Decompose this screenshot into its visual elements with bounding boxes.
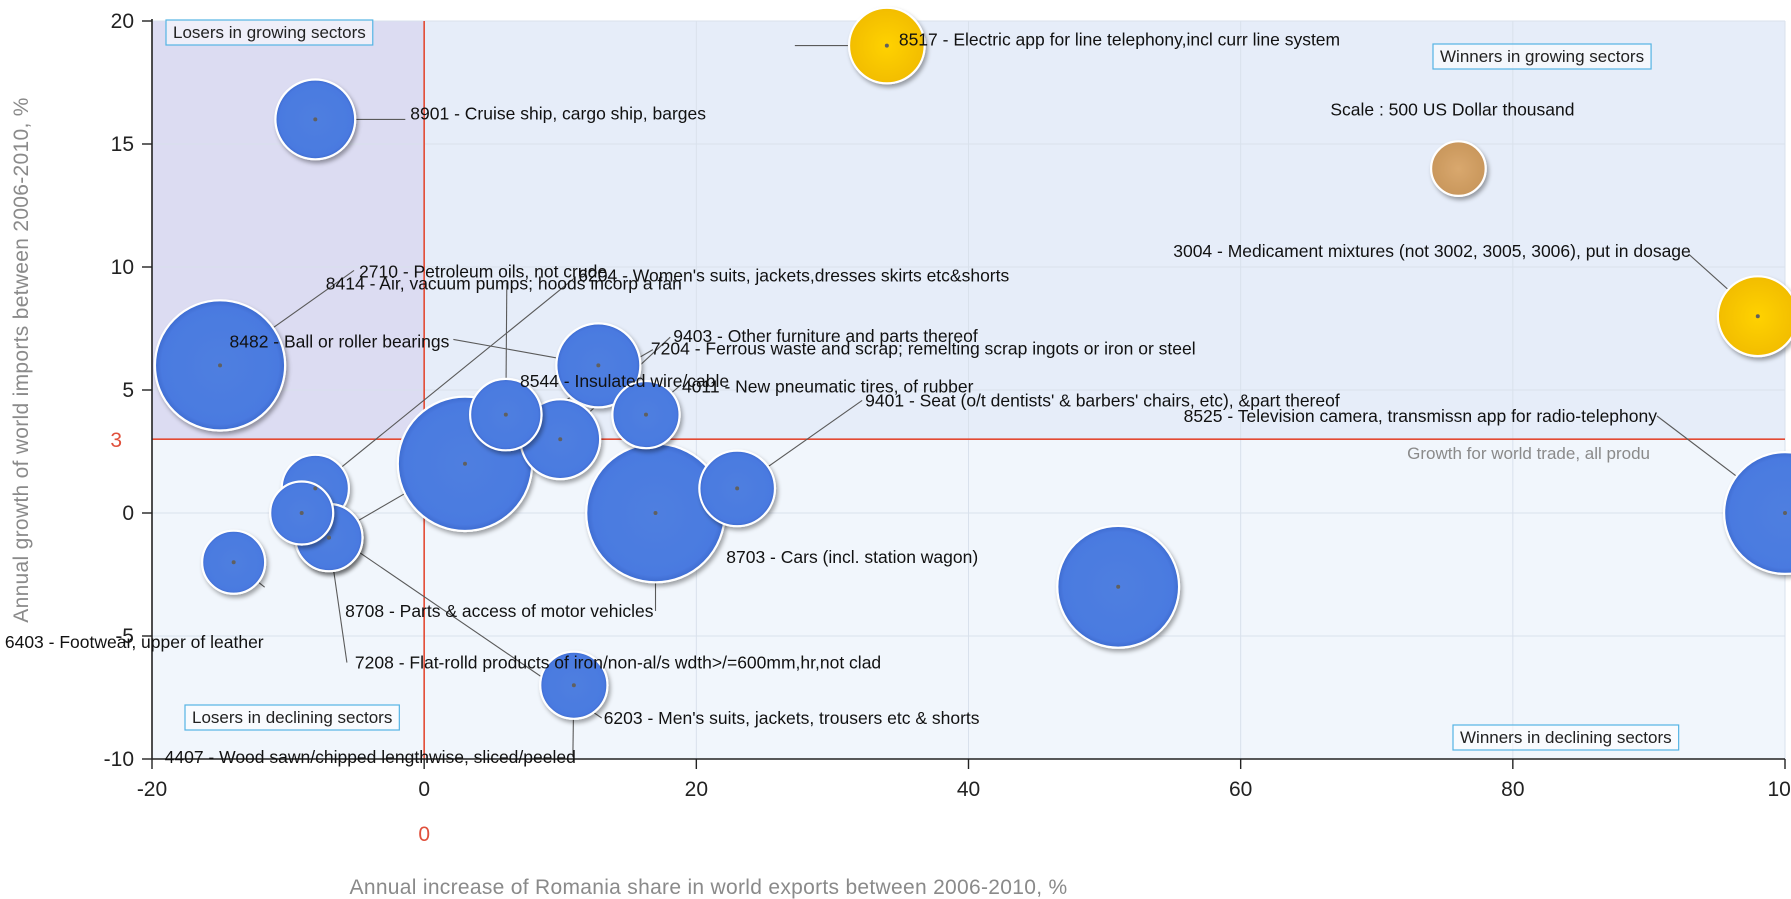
bubble-center-8517 [884, 43, 889, 48]
bubble-label-8482: 8482 - Ball or roller bearings [230, 331, 450, 351]
quadrant-label-box [1432, 43, 1652, 70]
bubble-center-4407 [571, 683, 576, 688]
bubble-label-4407: 4407 - Wood sawn/chipped lengthwise, sli… [165, 747, 576, 767]
x-tick-label: 100 [1767, 778, 1791, 801]
bubble-label-8517: 8517 - Electric app for line telephony,i… [899, 30, 1340, 50]
y-tick-label: -5 [115, 625, 134, 648]
quadrant-label-text: Winners in growing sectors [1440, 47, 1644, 66]
bubble-label-8525: 8525 - Television camera, transmissn app… [1184, 406, 1658, 426]
bubble-center-8703 [1116, 584, 1121, 589]
bubble-center-8544 [462, 461, 467, 466]
y-tick-label: -10 [104, 748, 134, 771]
x-axis-title: Annual increase of Romania share in worl… [350, 876, 1068, 899]
bubble-3004 [1716, 275, 1791, 358]
bubble-center-6204 [313, 486, 318, 491]
bubble-center-8901 [313, 117, 318, 122]
bubble-label-7204: 7204 - Ferrous waste and scrap; remeltin… [651, 339, 1196, 359]
bubble-label-6403: 6403 - Footwear, upper of leather [5, 632, 264, 652]
axes: 20 15 10 5 0 -5 -10-20 0 20 40 60 80 100 3 0 Annual inc… [10, 10, 1791, 899]
bubble-center-6203 [299, 511, 304, 515]
quadrant-label-text: Winners in declining sectors [1460, 728, 1672, 747]
y-axis-title: Annual growth of world imports between 2… [10, 97, 33, 622]
bubble-label-4011: 4011 - New pneumatic tires, of rubber [682, 377, 974, 397]
quadrant-label-text: Losers in growing sectors [173, 23, 366, 42]
quadrant-bottom-left: Losers in declining sectors [184, 704, 400, 731]
bubble-label-6204: 6204 - Women's suits, jackets,dresses sk… [578, 265, 1009, 285]
bubble-center-9401 [735, 486, 740, 491]
x-tick-label: 60 [1229, 778, 1252, 801]
bubble-label-8708: 8708 - Parts & access of motor vehicles [345, 601, 654, 621]
bubble-label-3004: 3004 - Medicament mixtures (not 3002, 30… [1173, 241, 1691, 261]
quadrant-bottom-right: Winners in declining sectors [1452, 724, 1680, 751]
bubble-center-3004 [1755, 314, 1760, 319]
bubble-center-8414 [503, 412, 508, 417]
quadrant-label-box [1452, 724, 1680, 751]
scale-label: Scale : 500 US Dollar thousand [1330, 100, 1574, 120]
bubble-label-8414: 8414 - Air, vacuum pumps; hoods incorp a… [326, 274, 682, 294]
bubble-label-9401: 9401 - Seat (o/t dentists' & barbers' ch… [865, 390, 1340, 410]
y-tick-label: 15 [111, 133, 134, 156]
bubble-center-6403 [231, 560, 236, 565]
quadrant-top-right: Winners in growing sectors [1432, 43, 1652, 70]
bubble-label-8703: 8703 - Cars (incl. station wagon) [726, 547, 978, 567]
bubble-8525 [1723, 451, 1791, 575]
bubble-label-8901: 8901 - Cruise ship, cargo ship, barges [410, 103, 706, 123]
quadrant-label-box [184, 704, 400, 731]
bubble-labels: Scale : 500 US Dollar thousand 8517 - Ele… [5, 30, 1691, 768]
x-tick-label: 80 [1501, 778, 1524, 801]
bubble-center-8708 [653, 511, 658, 515]
x-tick-label: -20 [137, 778, 167, 801]
bubble-center-8525 [1783, 511, 1787, 515]
scale-bubble [1429, 140, 1487, 198]
bubble-label-9403: 9403 - Other furniture and parts thereof [673, 326, 978, 346]
y-tick-label: 10 [111, 256, 134, 279]
quadrant-top-left: Losers in growing sectors [165, 19, 374, 46]
x-tick-label: 0 [418, 778, 430, 801]
bubble-label-6203: 6203 - Men's suits, jackets, trousers et… [604, 708, 980, 728]
x-reference-tick-label: 0 [418, 823, 430, 846]
bubble-label-2710: 2710 - Petroleum oils, not crude [359, 261, 607, 281]
bubble-center-9403 [558, 437, 563, 442]
quadrant-labels: Losers in growing sectors Winners in grow… [165, 19, 1680, 751]
y-reference-tick-label: 3 [110, 429, 122, 452]
bubble-center-2710 [218, 363, 223, 368]
bubble-centers [218, 43, 1787, 688]
x-tick-label: 20 [685, 778, 708, 801]
bubble-center-7208 [326, 535, 331, 540]
bubble-center-8482 [596, 363, 601, 368]
y-tick-label: 20 [111, 10, 134, 33]
x-tick-label: 40 [957, 778, 980, 801]
bubble-label-8544: 8544 - Insulated wire/cable [520, 371, 729, 391]
y-tick-label: 5 [122, 379, 134, 402]
bubble-center-4011 [643, 412, 648, 417]
quadrant-label-box [165, 19, 374, 46]
bubble-label-7208: 7208 - Flat-rolld products of iron/non-a… [355, 653, 881, 673]
leader-line-6204 [314, 276, 576, 489]
quadrant-label-text: Losers in declining sectors [192, 708, 392, 727]
world-trade-growth-label: Growth for world trade, all produ [1407, 444, 1650, 463]
y-tick-label: 0 [122, 502, 134, 525]
